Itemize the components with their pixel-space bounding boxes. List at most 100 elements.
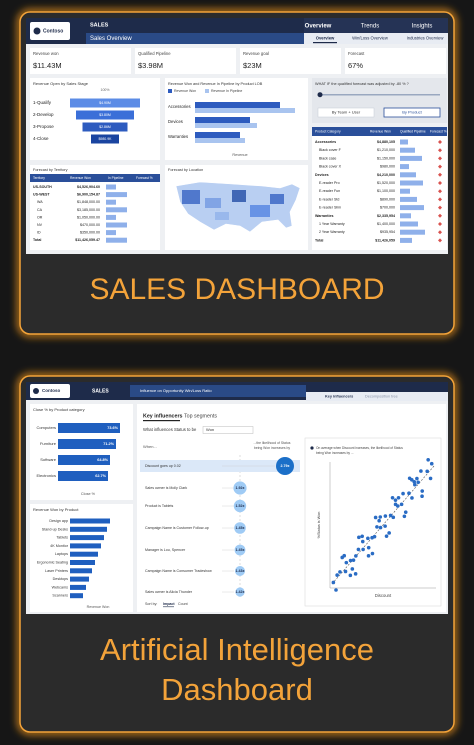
table-cell: $1,848,000.00 [77,200,100,204]
influencer-label: Sales owner is Alicia Thunder [145,590,193,594]
scatter-dot [407,491,411,496]
category-label: Stand-up Desks [42,527,68,531]
caption: Artificial Intelligence [100,632,374,667]
table-cell: ID [37,231,41,235]
scatter-dot [372,534,377,539]
table-cell: $470,000.00 [80,223,100,227]
kpi-value: $11.43M [33,61,62,70]
scatter-dot [388,513,393,518]
table-header-label: Revenue Won [70,176,91,180]
header-subtitle: Sales Overview [90,36,132,42]
kpi-card [30,48,131,74]
data-bar [400,213,411,219]
indicator [438,164,442,169]
table-cell: E-reader Fun [319,189,340,193]
axis-label: Revenue Won [87,605,110,609]
influencer-label: Campaign Name is Consumer Tradeshow [145,569,212,573]
table-cell: Black cover F [319,148,342,152]
tab: Insights [412,24,433,30]
subtab-underline [313,42,337,44]
funnel-bar [70,98,140,108]
button-label: By Product [402,110,422,115]
data-bar [106,199,116,205]
influencer-label: Sales owner is Molly Clark [145,486,187,490]
scatter-dot [350,567,355,571]
table-cell: $1,210,000 [377,148,395,152]
influencer-bubble [276,457,294,475]
category-label: Ergonomic Seating [37,560,68,564]
logo [30,22,70,40]
dropdown-value: Won [206,427,214,432]
map-region [232,190,246,202]
scatter-dot [338,570,342,574]
influencer-value: 2.79x [281,464,290,468]
influencer-bubble [235,587,245,597]
value-label: 62.7% [95,474,106,478]
funnel-value: $3.80M [99,113,111,117]
panel-title: Forecast by Location [168,168,203,172]
data-bar [400,147,415,153]
funnel-bar [76,110,134,120]
map-us [175,181,301,233]
influencer-value: 1.43x [236,569,245,573]
table-header-label: Revenue Won [370,129,391,133]
slider-track [318,94,440,96]
table-cell: $700,000 [380,206,395,210]
sort-underline [163,606,174,608]
indicator [438,222,442,226]
scatter-dot [407,476,412,481]
button [317,107,375,118]
subtab: Overview [316,36,335,41]
scatter-dot [396,495,401,500]
scatter-dot [410,496,414,500]
legend-swatch [168,89,172,93]
data-bar [106,184,116,190]
scatter-dot [420,489,425,493]
table-cell: $4,210,000 [377,173,395,177]
legend-label: Revenue Won [174,89,196,93]
info-icon [310,446,314,450]
tab: Top segments [184,413,217,419]
category-label: Desktops [53,577,69,581]
table-header [30,174,160,182]
indicator [438,230,442,235]
subtab: Industries Overview [407,36,445,41]
scatter-dot [335,573,339,577]
scatter-dot [415,476,419,481]
table-cell: $6,900,154.87 [77,193,100,197]
slider-thumb [317,92,323,98]
scatter-dot [393,502,398,507]
category-label: Accessories [168,104,191,109]
brand: Contoso [43,28,63,34]
indicator [438,148,442,153]
caption: Dashboard [161,672,313,707]
indicator [438,197,442,202]
scatter-dot [419,469,423,473]
data-bar [400,172,416,178]
funnel-value: $980.9K [98,137,112,141]
panel-title: Revenue Won by Product [33,507,79,512]
logo [30,384,70,398]
bar [195,117,250,123]
indicator [438,189,442,194]
scatter-dot [366,545,371,550]
table-cell: $4,526,904.60 [77,185,100,189]
influencer-value: 1.45x [236,548,245,552]
table-cell: Total [315,238,323,242]
data-bar [400,221,418,227]
category-label: Devices [168,119,183,124]
scatter-dot [402,514,407,519]
scatter-dot [384,534,389,538]
column-header: ...the likelihood of Status [254,441,291,445]
brand: Contoso [42,388,60,393]
influencer-bubble [235,566,245,576]
influencer-label: Manager is Lou, Spencer [145,548,186,552]
subtab-bar [306,392,448,401]
scatter-dot [356,547,361,552]
table-header-label: Territory [33,176,45,180]
subtab: Decomposition tree [365,395,398,399]
bar [58,455,110,465]
table-cell: CA [37,208,43,212]
subtab: Key influencers [325,395,353,399]
data-bar [400,229,425,235]
